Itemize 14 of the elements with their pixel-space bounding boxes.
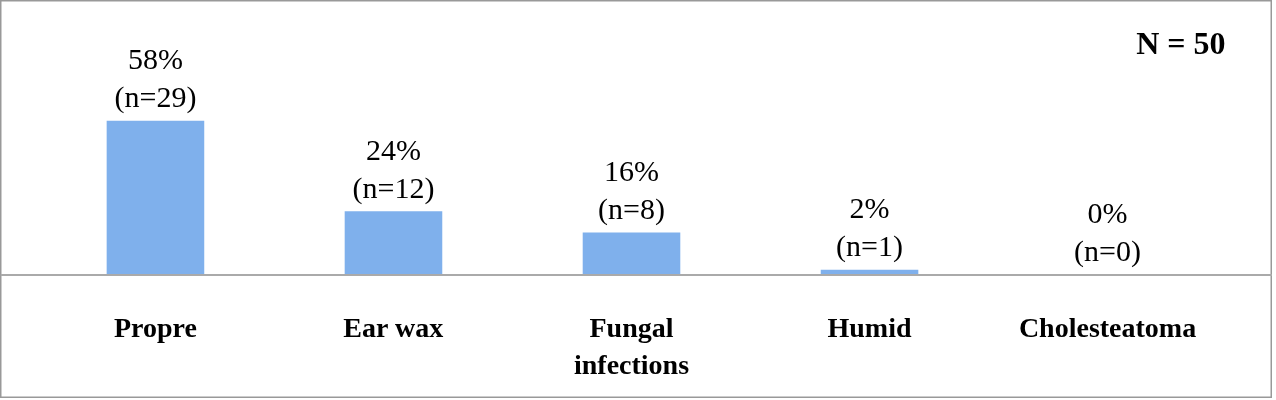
x-tick-label: Humid xyxy=(827,312,912,344)
x-tick-label: Ear wax xyxy=(343,312,444,344)
x-tick-label: Fungal infections xyxy=(573,312,690,381)
bar xyxy=(582,232,681,276)
bar xyxy=(106,120,205,276)
data-label: 24% (n=12) xyxy=(352,132,435,205)
x-tick-label: Propre xyxy=(113,312,197,344)
data-label: 0% (n=0) xyxy=(1074,196,1142,269)
bar xyxy=(344,211,443,276)
text: N = 50 xyxy=(1136,24,1226,61)
x-tick-label: Cholesteatoma xyxy=(1018,312,1197,344)
data-label: 2% (n=1) xyxy=(836,191,903,264)
data-label: 16% (n=8) xyxy=(598,153,665,226)
data-label: 58% (n=29) xyxy=(114,42,197,115)
